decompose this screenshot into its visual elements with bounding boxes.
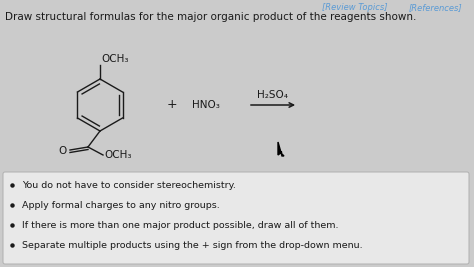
Text: O: O	[59, 146, 67, 156]
Text: HNO₃: HNO₃	[192, 100, 220, 110]
Text: H₂SO₄: H₂SO₄	[257, 90, 289, 100]
Text: Separate multiple products using the + sign from the drop-down menu.: Separate multiple products using the + s…	[22, 241, 363, 249]
Text: OCH₃: OCH₃	[101, 54, 128, 64]
Text: You do not have to consider stereochemistry.: You do not have to consider stereochemis…	[22, 180, 236, 190]
Text: [Review Topics]: [Review Topics]	[322, 3, 388, 12]
Text: Apply formal charges to any nitro groups.: Apply formal charges to any nitro groups…	[22, 201, 220, 210]
Text: [References]: [References]	[408, 3, 462, 12]
Text: +: +	[167, 99, 177, 112]
FancyBboxPatch shape	[3, 172, 469, 264]
Polygon shape	[278, 142, 284, 156]
Text: Draw structural formulas for the major organic product of the reagents shown.: Draw structural formulas for the major o…	[5, 12, 416, 22]
Text: If there is more than one major product possible, draw all of them.: If there is more than one major product …	[22, 221, 338, 230]
Text: OCH₃: OCH₃	[104, 150, 131, 160]
